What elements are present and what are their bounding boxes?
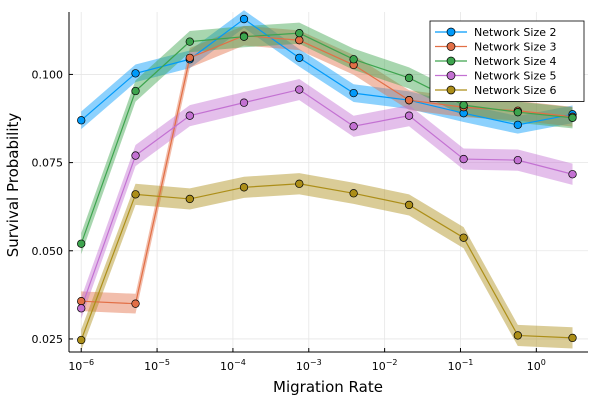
series-lines <box>80 18 573 341</box>
confidence-band <box>81 173 573 351</box>
data-point <box>295 53 304 63</box>
data-point <box>459 233 468 242</box>
series-line <box>80 32 573 244</box>
data-point <box>77 335 86 345</box>
data-point <box>349 122 358 131</box>
data-point <box>77 116 86 125</box>
data-point <box>568 333 577 343</box>
data-point <box>185 53 194 63</box>
confidence-band <box>81 79 573 319</box>
data-point <box>239 32 249 41</box>
legend-entry-label: Network Size 2 <box>474 26 557 39</box>
data-point <box>404 96 414 105</box>
data-point <box>185 37 194 46</box>
data-point <box>131 69 140 78</box>
data-point <box>131 86 140 96</box>
data-point <box>513 120 522 130</box>
data-point <box>349 189 358 198</box>
data-point <box>513 108 522 117</box>
data-point <box>513 331 522 340</box>
data-point <box>77 239 86 248</box>
data-point <box>513 155 522 165</box>
data-point <box>568 113 577 122</box>
axes <box>68 12 588 353</box>
data-point <box>404 111 414 120</box>
x-tick-label: 10−2 <box>372 358 398 373</box>
data-point <box>295 85 304 94</box>
x-tick-label: 100 <box>527 358 546 373</box>
data-point <box>131 151 140 160</box>
legend-entry-label: Network Size 6 <box>474 84 557 97</box>
y-tick-label: 0.075 <box>32 157 64 170</box>
data-point <box>77 304 86 313</box>
legend-marker <box>446 27 456 37</box>
data-point <box>349 55 358 64</box>
legend-entry-label: Network Size 4 <box>474 55 557 68</box>
data-point <box>404 200 414 210</box>
data-point <box>185 111 194 120</box>
series-points <box>77 14 577 345</box>
legend-entry-label: Network Size 5 <box>474 70 557 83</box>
x-tick-label: 10−3 <box>296 358 322 373</box>
legend-marker <box>446 56 456 66</box>
data-point <box>185 194 194 204</box>
data-point <box>77 297 86 306</box>
y-tick-label: 0.100 <box>32 68 64 81</box>
x-tick-label: 10−5 <box>144 358 170 373</box>
data-point <box>459 154 468 164</box>
data-point <box>131 190 140 199</box>
data-point <box>295 179 304 188</box>
confidence-band <box>81 10 573 134</box>
data-point <box>239 183 249 192</box>
y-tick-label: 0.050 <box>32 245 64 258</box>
data-point <box>459 100 468 110</box>
y-tick-label: 0.025 <box>32 333 64 346</box>
x-tick-label: 10−6 <box>68 358 94 373</box>
tick-labels: 0.025 0.050 0.075 0.100 10−6 10−5 10−4 10−3 10−2… <box>32 68 546 373</box>
data-point <box>349 88 358 98</box>
legend-marker <box>446 85 456 95</box>
x-axis-label: Migration Rate <box>273 378 383 396</box>
legend-entry-label: Network Size 3 <box>474 41 557 54</box>
data-point <box>295 36 304 45</box>
legend-marker <box>446 71 456 80</box>
data-point <box>239 98 249 107</box>
data-point <box>568 170 577 179</box>
y-axis-label: Survival Probability <box>4 113 22 258</box>
data-point <box>295 29 304 38</box>
series-line <box>80 183 573 341</box>
data-point <box>239 14 249 24</box>
data-point <box>131 299 140 308</box>
data-point <box>404 73 414 83</box>
x-tick-label: 10−1 <box>448 358 474 373</box>
legend-marker <box>446 42 456 51</box>
x-tick-label: 10−4 <box>220 358 246 373</box>
series-line <box>80 88 573 309</box>
